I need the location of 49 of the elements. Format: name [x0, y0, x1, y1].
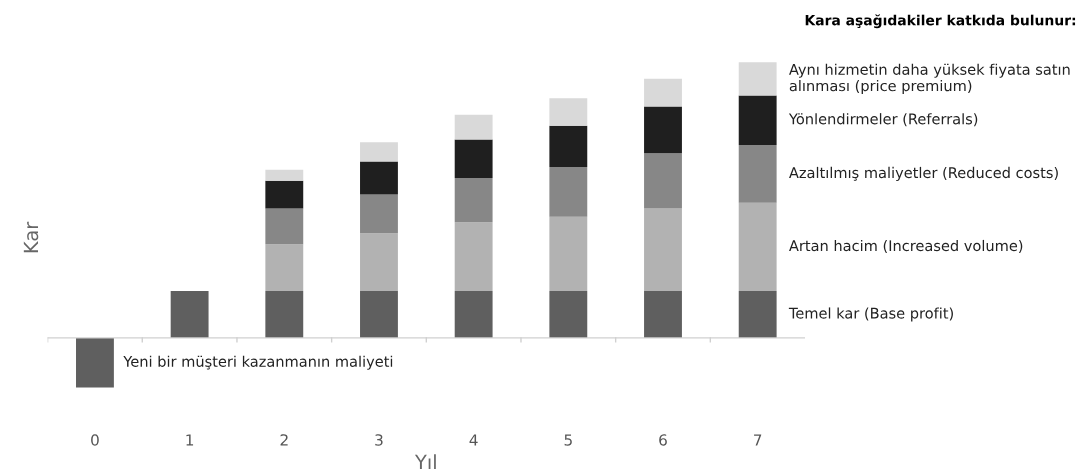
- x-tick-label: 3: [375, 434, 383, 446]
- x-tick-label: 2: [280, 434, 288, 446]
- bar: [265, 244, 304, 292]
- bar: [360, 291, 398, 338]
- series-label: Artan hacim (Increased volume): [789, 239, 1023, 253]
- bar: [549, 291, 588, 338]
- bar: [738, 202, 777, 292]
- bar: [644, 208, 682, 292]
- bar: [360, 194, 398, 234]
- bar: [76, 337, 114, 388]
- series-label: Azaltılmış maliyetler (Reduced costs): [789, 166, 1058, 181]
- bar: [738, 62, 777, 96]
- bar: [265, 291, 304, 338]
- x-tick-label: 7: [754, 434, 762, 446]
- bar: [738, 144, 777, 203]
- series-label: Temel kar (Base profit): [788, 307, 953, 322]
- bar: [644, 78, 682, 107]
- bar: [738, 95, 777, 145]
- bar: [360, 142, 398, 162]
- bar: [644, 106, 682, 154]
- bar: [644, 153, 682, 209]
- x-tick-label: 6: [659, 434, 667, 446]
- bar: [360, 233, 398, 292]
- x-tick-label: 1: [186, 434, 194, 446]
- bar: [360, 161, 398, 195]
- x-tick-label: 4: [469, 434, 478, 446]
- x-axis-title: Yıl: [414, 454, 436, 470]
- x-tick-label: 0: [91, 434, 99, 446]
- bar: [549, 167, 588, 217]
- bar: [454, 178, 493, 223]
- bar: [265, 180, 304, 209]
- bar: [454, 291, 493, 338]
- series-label: Yönlendirmeler (Referrals): [788, 113, 978, 127]
- bar: [170, 291, 209, 338]
- bar: [549, 216, 588, 292]
- annotation: Yeni bir müşteri kazanmanın maliyeti: [123, 355, 393, 370]
- y-axis-title: Kar: [23, 221, 39, 253]
- legend-title: Kara aşağıdakiler katkıda bulunur:: [805, 14, 1076, 29]
- bar: [265, 169, 304, 181]
- bar: [454, 114, 493, 140]
- bar: [549, 125, 588, 168]
- bar: [549, 98, 588, 126]
- x-tick-label: 5: [564, 434, 572, 446]
- bar: [265, 208, 304, 245]
- bar: [454, 139, 493, 179]
- bar: [454, 222, 493, 292]
- bar: [738, 291, 777, 338]
- series-label: Aynı hizmetin daha yüksek fiyata satın alınması (price premium): [789, 63, 1070, 95]
- bar: [644, 291, 682, 338]
